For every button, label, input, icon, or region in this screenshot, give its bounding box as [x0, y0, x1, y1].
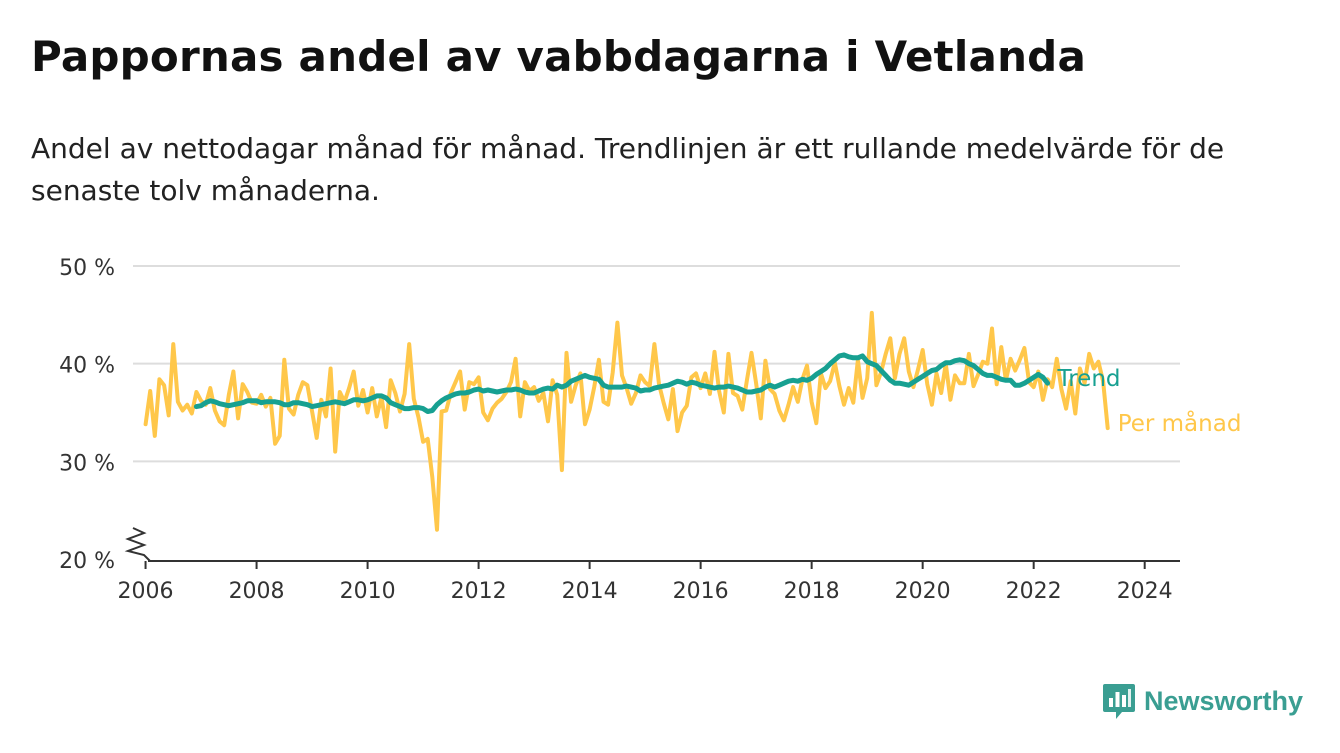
chart-title: Pappornas andel av vabbdagarna i Vetland…: [31, 32, 1086, 81]
y-axis-ticks: 20 % 30 % 40 % 50 %: [59, 256, 115, 574]
trend-label: Trend: [1057, 366, 1121, 392]
monthly-label: Per månad: [1118, 409, 1242, 437]
series-lines: [143, 310, 1110, 532]
brand-name: Newsworthy: [1144, 685, 1304, 716]
y-tick-label: 20 %: [59, 549, 115, 574]
x-tick-label: 2016: [673, 579, 729, 604]
x-tick-label: 2006: [118, 579, 174, 604]
y-tick-label: 40 %: [59, 354, 115, 379]
x-tick-label: 2008: [229, 579, 285, 604]
x-tick-label: 2012: [451, 579, 507, 604]
series-labels: Per månad Trend: [1057, 366, 1242, 437]
monthly-line: [143, 310, 1110, 532]
x-tick-label: 2014: [562, 579, 618, 604]
x-axis-ticks: 2006 2008 2010 2012 2014 2016 2018 2020 2022 2024: [118, 561, 1173, 604]
x-tick-label: 2010: [340, 579, 396, 604]
x-tick-label: 2024: [1117, 579, 1173, 604]
trend-line: [193, 352, 1051, 414]
x-tick-label: 2018: [784, 579, 840, 604]
y-tick-label: 50 %: [59, 256, 115, 281]
brand-logo: Newsworthy: [1102, 682, 1303, 720]
y-tick-label: 30 %: [59, 451, 115, 476]
x-tick-label: 2020: [895, 579, 951, 604]
axis-break-marker: [124, 527, 151, 562]
newsworthy-chart-bubble-icon: [1103, 684, 1135, 719]
chart-subtitle: Andel av nettodagar månad för månad. Tre…: [31, 132, 1225, 207]
x-tick-label: 2022: [1006, 579, 1062, 604]
x-axis: [124, 527, 1180, 562]
